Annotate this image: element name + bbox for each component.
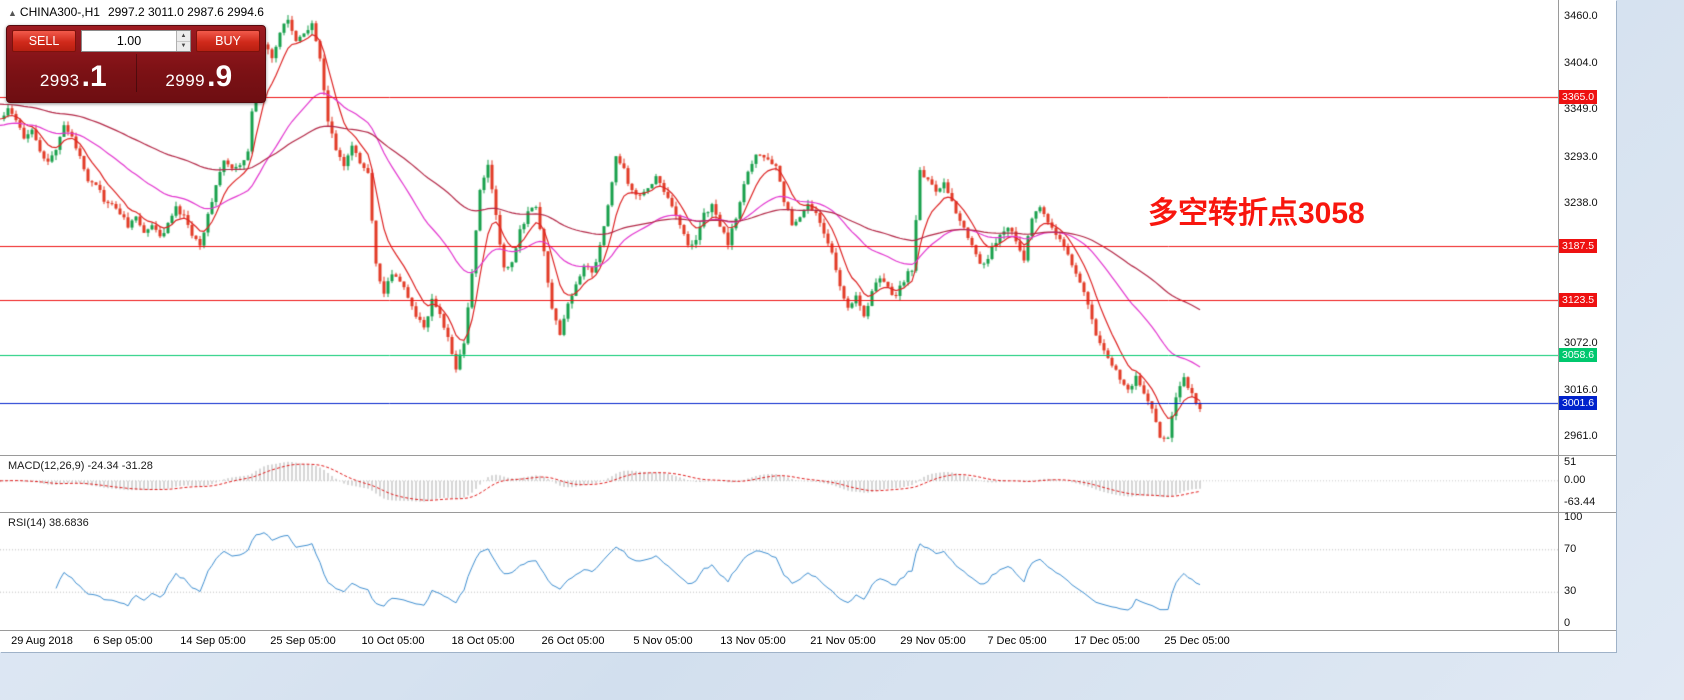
macd-indicator-label: MACD(12,26,9) -24.34 -31.28 bbox=[8, 460, 153, 472]
sell-price[interactable]: 2993.1 bbox=[11, 62, 136, 92]
price-axis-label: 3293.0 bbox=[1564, 150, 1598, 163]
one-click-trading-panel: SELL 1.00 ▲ ▼ BUY 2993.1 2999.9 bbox=[6, 25, 266, 103]
volume-spinner: ▲ ▼ bbox=[176, 31, 190, 51]
macd-scale-label: 51 bbox=[1564, 456, 1577, 468]
panel-separator[interactable] bbox=[0, 512, 1616, 513]
buy-button[interactable]: BUY bbox=[196, 30, 260, 52]
chart-expand-icon[interactable]: ▲ bbox=[8, 8, 17, 18]
rsi-scale-label: 100 bbox=[1564, 511, 1583, 523]
time-axis-label: 18 Oct 05:00 bbox=[451, 635, 515, 647]
time-axis-label: 21 Nov 05:00 bbox=[810, 635, 876, 647]
rsi-scale-label: 0 bbox=[1564, 617, 1571, 629]
trade-panel-prices: 2993.1 2999.9 bbox=[7, 54, 265, 92]
price-axis-label: 3238.0 bbox=[1564, 196, 1598, 209]
price-axis[interactable]: 3460.0 3404.0 3349.0 3293.0 3238.0 3072.0 3016… bbox=[1559, 0, 1616, 630]
price-tag: 3187.5 bbox=[1559, 239, 1598, 254]
price-axis-label: 2961.0 bbox=[1564, 430, 1598, 443]
volume-decrease-button[interactable]: ▼ bbox=[177, 41, 190, 51]
price-axis-label: 3072.0 bbox=[1564, 336, 1598, 349]
price-tag: 3123.5 bbox=[1559, 293, 1598, 308]
buy-price-base: 2999 bbox=[165, 71, 206, 90]
rsi-indicator-label: RSI(14) 38.6836 bbox=[8, 517, 89, 529]
rsi-scale-label: 30 bbox=[1564, 585, 1577, 598]
time-axis-label: 10 Oct 05:00 bbox=[361, 635, 425, 647]
price-axis-label: 3349.0 bbox=[1564, 103, 1598, 116]
time-axis-label: 17 Dec 05:00 bbox=[1074, 635, 1140, 647]
time-axis[interactable]: 29 Aug 2018 6 Sep 05:00 14 Sep 05:00 25 Sep… bbox=[0, 631, 1558, 652]
time-axis-label: 13 Nov 05:00 bbox=[720, 635, 786, 647]
chart-symbol-label: CHINA300-,H1 bbox=[19, 5, 100, 19]
time-axis-label: 25 Dec 05:00 bbox=[1164, 635, 1230, 647]
panel-divider bbox=[135, 54, 137, 92]
volume-value[interactable]: 1.00 bbox=[116, 34, 142, 48]
sell-button[interactable]: SELL bbox=[12, 30, 76, 52]
trade-panel-controls: SELL 1.00 ▲ ▼ BUY bbox=[7, 26, 265, 54]
ohlc-values: 2997.2 3011.0 2987.6 2994.6 bbox=[107, 5, 264, 19]
time-axis-label: 25 Sep 05:00 bbox=[270, 635, 336, 647]
volume-increase-button[interactable]: ▲ bbox=[177, 31, 190, 42]
time-axis-label: 29 Nov 05:00 bbox=[900, 635, 966, 647]
chart-title: ▲ CHINA300-,H1 2997.2 3011.0 2987.6 2994.6 bbox=[8, 5, 264, 19]
price-axis-border bbox=[1558, 0, 1559, 652]
price-tag: 3058.6 bbox=[1559, 348, 1598, 363]
price-tag: 3001.6 bbox=[1559, 396, 1598, 411]
rsi-panel-canvas[interactable] bbox=[0, 513, 1558, 630]
sell-price-big: .1 bbox=[81, 60, 107, 93]
buy-price-big: .9 bbox=[207, 60, 233, 93]
rsi-scale-label: 70 bbox=[1564, 542, 1577, 555]
time-axis-label: 7 Dec 05:00 bbox=[987, 635, 1047, 647]
volume-input[interactable]: 1.00 ▲ ▼ bbox=[81, 30, 191, 52]
panel-separator[interactable] bbox=[0, 455, 1616, 456]
macd-scale-label: 0.00 bbox=[1564, 473, 1586, 486]
sell-price-base: 2993 bbox=[39, 71, 80, 90]
macd-scale-label: -63.44 bbox=[1564, 496, 1596, 508]
buy-price[interactable]: 2999.9 bbox=[137, 62, 262, 92]
time-axis-border bbox=[0, 630, 1616, 631]
time-axis-label: 29 Aug 2018 bbox=[11, 635, 73, 647]
time-axis-label: 5 Nov 05:00 bbox=[633, 635, 693, 647]
chart-annotation-text: 多空转折点3058 bbox=[1148, 197, 1365, 230]
time-axis-label: 26 Oct 05:00 bbox=[541, 635, 605, 647]
price-axis-label: 3460.0 bbox=[1564, 9, 1598, 22]
time-axis-label: 6 Sep 05:00 bbox=[93, 635, 153, 647]
price-axis-label: 3016.0 bbox=[1564, 383, 1598, 396]
time-axis-label: 14 Sep 05:00 bbox=[180, 635, 246, 647]
price-axis-label: 3404.0 bbox=[1564, 57, 1598, 70]
price-tag: 3365.0 bbox=[1559, 89, 1598, 104]
chart-window: 3460.0 3404.0 3349.0 3293.0 3238.0 3072.0 3016… bbox=[0, 0, 1616, 652]
macd-panel-canvas[interactable] bbox=[0, 456, 1558, 512]
